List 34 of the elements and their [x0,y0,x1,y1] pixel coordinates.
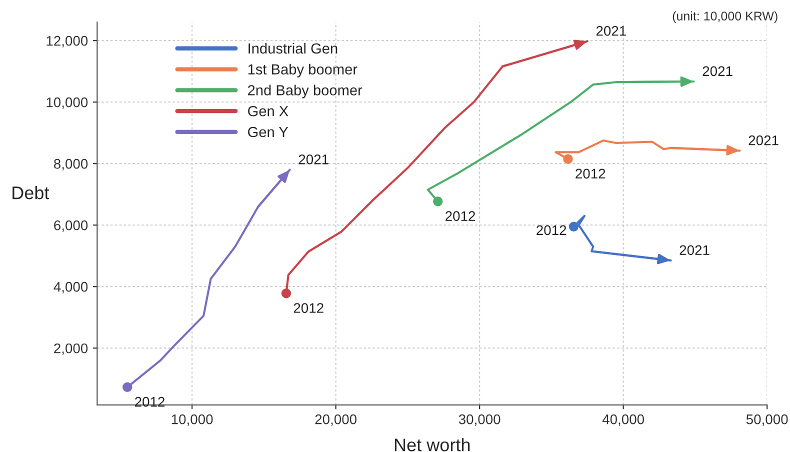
point [281,288,292,298]
annotation: (unit: 10,000 KRW) [672,11,778,23]
x-tick-label: 40,000 [602,414,644,426]
annotation: 2012 [294,303,324,313]
x-tick-label: 20,000 [315,414,357,426]
x-axis-title: Net worth [394,438,470,452]
x-tick-label: 30,000 [458,414,500,426]
legend-label: Industrial Gen [248,42,338,54]
x-tick-label: 50,000 [746,414,788,426]
annotation: 2021 [702,66,732,76]
y-tick-label: 6,000 [54,220,88,232]
y-tick-label: 12,000 [46,36,88,48]
point [433,196,443,206]
y-tick-label: 10,000 [46,97,88,109]
annotation: 2012 [576,168,606,179]
legend-label: Gen Y [248,126,288,138]
legend-label: Gen X [248,106,288,116]
legend-label: 1st Baby boomer [248,64,358,78]
y-tick-label: 8,000 [54,158,88,170]
annotation: 2012 [446,211,476,222]
x-tick-label: 10,000 [172,414,213,426]
annotation: 2021 [596,26,626,36]
annotation: 2021 [680,245,710,256]
annotation: 2012 [135,396,165,407]
annotation: 2021 [298,154,328,164]
y-tick-label: 2,000 [54,343,88,355]
annotation: 2012 [536,225,566,236]
y-tick-label: 4,000 [54,282,88,294]
point [563,154,573,164]
annotation: 2021 [748,135,778,146]
point [568,222,579,232]
legend-label: 2nd Baby boomer [248,84,362,98]
y-axis-title: Debt [12,186,50,200]
point [122,382,132,392]
